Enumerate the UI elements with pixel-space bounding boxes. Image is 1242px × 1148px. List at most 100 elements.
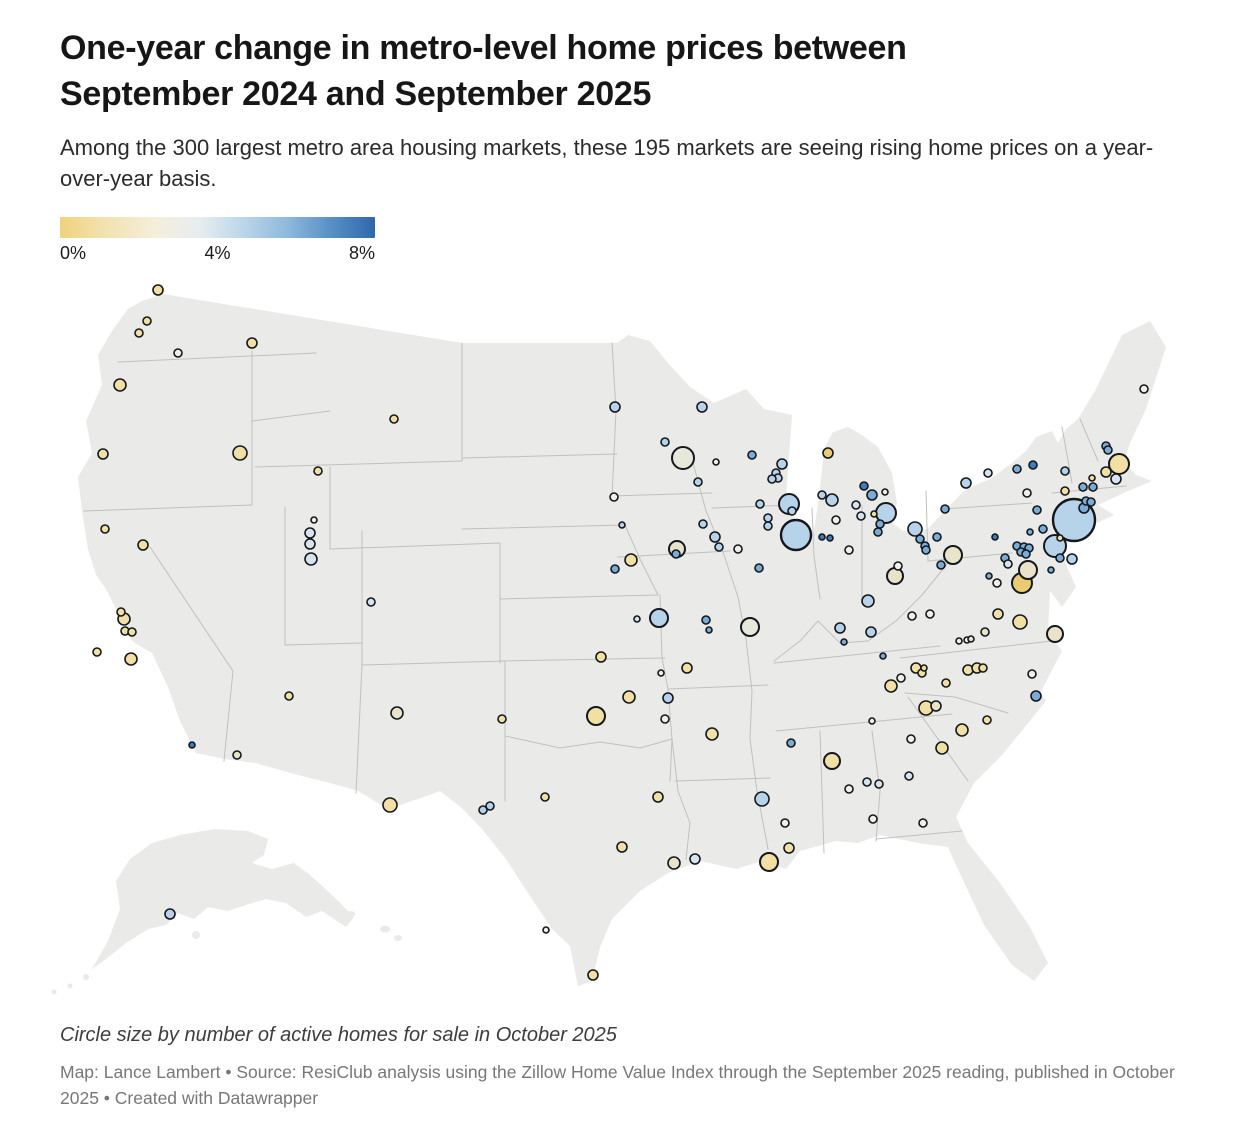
map-circle[interactable] — [918, 817, 928, 828]
map-circle[interactable] — [649, 607, 669, 628]
map-circle[interactable] — [116, 606, 126, 617]
map-circle[interactable] — [152, 283, 164, 296]
map-circle[interactable] — [817, 489, 827, 500]
map-circle[interactable] — [896, 672, 906, 683]
map-circle[interactable] — [1021, 548, 1031, 559]
map-circle[interactable] — [1055, 552, 1065, 563]
map-circle[interactable] — [586, 705, 606, 726]
map-circle[interactable] — [893, 560, 903, 571]
map-circle[interactable] — [865, 625, 877, 638]
map-circle[interactable] — [866, 488, 878, 501]
map-circle[interactable] — [960, 476, 972, 489]
map-circle[interactable] — [856, 510, 866, 521]
map-circle[interactable] — [904, 770, 914, 781]
map-circle[interactable] — [921, 544, 931, 555]
map-circle[interactable] — [985, 571, 993, 580]
map-circle[interactable] — [616, 840, 628, 853]
map-circle[interactable] — [127, 626, 137, 637]
map-circle[interactable] — [609, 400, 621, 413]
map-circle[interactable] — [870, 509, 878, 518]
map-circle[interactable] — [875, 518, 885, 529]
map-circle[interactable] — [851, 499, 861, 510]
map-circle[interactable] — [982, 714, 992, 725]
map-circle[interactable] — [188, 740, 196, 749]
map-circle[interactable] — [173, 347, 183, 358]
map-circle[interactable] — [304, 526, 316, 539]
map-circle[interactable] — [587, 968, 599, 981]
map-circle[interactable] — [595, 650, 607, 663]
map-circle[interactable] — [540, 791, 550, 802]
map-circle[interactable] — [1012, 613, 1028, 630]
map-circle[interactable] — [389, 413, 399, 424]
map-circle[interactable] — [1028, 459, 1038, 470]
map-circle[interactable] — [667, 855, 681, 870]
map-circle[interactable] — [1012, 463, 1022, 474]
map-circle[interactable] — [992, 607, 1004, 620]
map-circle[interactable] — [940, 503, 950, 514]
map-circle[interactable] — [881, 487, 889, 496]
map-circle[interactable] — [925, 608, 935, 619]
map-circle[interactable] — [1030, 689, 1042, 702]
map-circle[interactable] — [955, 636, 963, 645]
map-circle[interactable] — [1086, 496, 1096, 507]
map-circle[interactable] — [754, 562, 764, 573]
map-circle[interactable] — [823, 751, 841, 770]
map-circle[interactable] — [232, 749, 242, 760]
map-circle[interactable] — [1027, 668, 1037, 679]
map-circle[interactable] — [701, 614, 711, 625]
map-circle[interactable] — [142, 315, 152, 326]
map-circle[interactable] — [137, 538, 149, 551]
map-circle[interactable] — [657, 668, 665, 677]
map-circle[interactable] — [478, 804, 488, 815]
map-circle[interactable] — [886, 566, 904, 585]
map-circle[interactable] — [696, 400, 708, 413]
map-circle[interactable] — [164, 907, 176, 920]
map-circle[interactable] — [390, 705, 404, 720]
map-circle[interactable] — [97, 447, 109, 460]
map-circle[interactable] — [100, 523, 110, 534]
map-circle[interactable] — [868, 813, 878, 824]
map-circle[interactable] — [834, 621, 846, 634]
map-circle[interactable] — [733, 543, 743, 554]
map-circle[interactable] — [907, 610, 917, 621]
map-circle[interactable] — [978, 662, 988, 673]
map-circle[interactable] — [930, 699, 942, 712]
map-circle[interactable] — [689, 852, 701, 865]
map-circle[interactable] — [884, 678, 898, 693]
map-circle[interactable] — [310, 515, 318, 524]
map-circle[interactable] — [826, 533, 834, 542]
map-circle[interactable] — [662, 691, 674, 704]
map-circle[interactable] — [868, 716, 876, 725]
map-circle[interactable] — [840, 637, 848, 646]
map-circle[interactable] — [1103, 444, 1113, 455]
map-circle[interactable] — [618, 520, 626, 529]
map-circle[interactable] — [776, 457, 788, 470]
map-circle[interactable] — [698, 518, 708, 529]
map-circle[interactable] — [862, 776, 872, 787]
map-circle[interactable] — [304, 537, 316, 550]
map-circle[interactable] — [783, 841, 795, 854]
map-circle[interactable] — [754, 790, 770, 807]
map-circle[interactable] — [134, 327, 144, 338]
map-circle[interactable] — [652, 790, 664, 803]
map-circle[interactable] — [712, 457, 720, 466]
map-circle[interactable] — [755, 498, 765, 509]
map-circle[interactable] — [681, 661, 693, 674]
map-circle[interactable] — [844, 544, 854, 555]
map-circle[interactable] — [874, 778, 884, 789]
map-circle[interactable] — [936, 559, 946, 570]
map-circle[interactable] — [246, 336, 258, 349]
map-circle[interactable] — [1108, 452, 1130, 475]
map-circle[interactable] — [767, 473, 777, 484]
map-circle[interactable] — [1060, 485, 1070, 496]
map-circle[interactable] — [1110, 472, 1122, 485]
map-circle[interactable] — [763, 512, 773, 523]
map-circle[interactable] — [873, 526, 883, 537]
map-circle[interactable] — [759, 851, 779, 872]
map-circle[interactable] — [740, 616, 760, 637]
map-circle[interactable] — [844, 783, 854, 794]
map-circle[interactable] — [915, 533, 925, 544]
map-circle[interactable] — [991, 532, 999, 541]
map-circle[interactable] — [124, 651, 138, 666]
map-circle[interactable] — [779, 518, 813, 551]
